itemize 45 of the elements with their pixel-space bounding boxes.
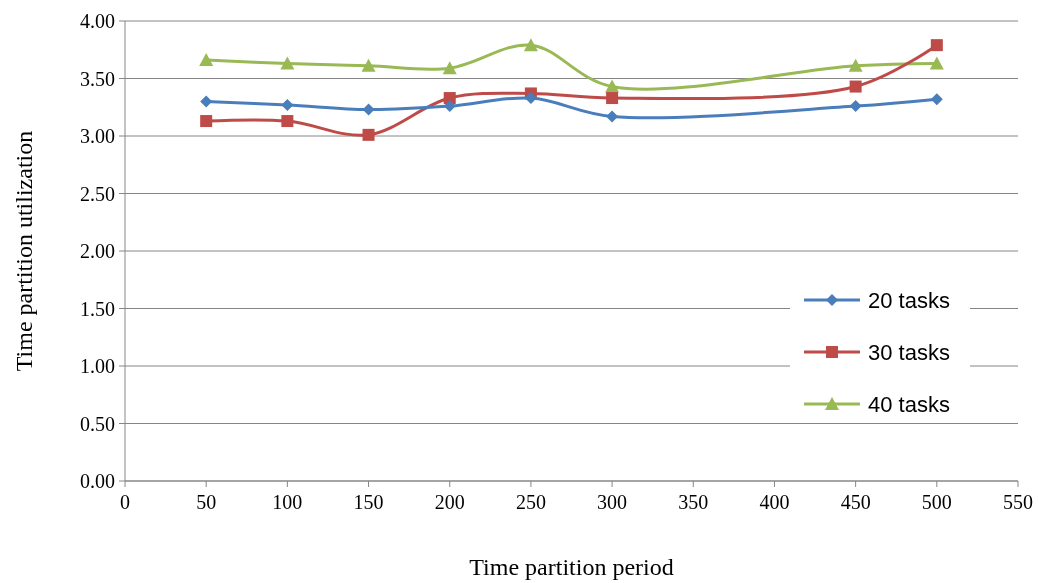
y-tick-label: 4.00	[80, 10, 115, 32]
point	[362, 128, 375, 141]
x-tick-label: 200	[434, 491, 465, 513]
x-tick-label: 0	[120, 491, 130, 513]
legend-label: 40 tasks	[868, 391, 950, 417]
y-tick-label: 1.00	[80, 355, 115, 377]
point	[930, 93, 943, 106]
x-tick-label: 150	[353, 491, 384, 513]
x-tick-label: 400	[759, 491, 790, 513]
x-tick-label: 50	[196, 491, 217, 513]
point	[199, 53, 214, 67]
point	[605, 79, 620, 93]
point	[606, 92, 619, 105]
y-tick-label: 2.50	[80, 182, 115, 205]
legend-label: 30 tasks	[868, 339, 950, 365]
x-tick-label: 550	[1003, 491, 1033, 513]
point	[200, 115, 213, 128]
y-tick-label: 2.00	[80, 240, 115, 262]
point	[281, 98, 294, 111]
point	[281, 115, 294, 128]
point	[930, 39, 943, 52]
x-tick-label: 300	[597, 491, 628, 513]
point	[442, 61, 457, 75]
legend-label: 20 tasks	[868, 287, 950, 313]
x-tick-label: 250	[515, 491, 546, 513]
point	[848, 58, 863, 72]
x-tick-label: 450	[840, 491, 871, 513]
y-tick-label: 3.50	[80, 67, 115, 90]
point	[606, 110, 619, 123]
point	[929, 56, 944, 70]
x-tick-label: 500	[921, 491, 952, 513]
y-axis-title: Time partition utilization	[11, 130, 37, 372]
point	[200, 95, 213, 108]
y-tick-label: 3.00	[80, 125, 115, 147]
point	[361, 58, 376, 72]
y-tick-label: 0.50	[80, 412, 115, 435]
point	[849, 80, 862, 93]
x-axis-title: Time partition period	[469, 554, 674, 580]
y-tick-label: 1.50	[80, 297, 115, 320]
point	[523, 38, 538, 52]
x-tick-label: 100	[272, 491, 303, 513]
y-tick-label: 0.00	[80, 470, 115, 492]
point	[849, 100, 862, 113]
x-tick-label: 350	[678, 491, 709, 513]
point	[280, 56, 295, 70]
